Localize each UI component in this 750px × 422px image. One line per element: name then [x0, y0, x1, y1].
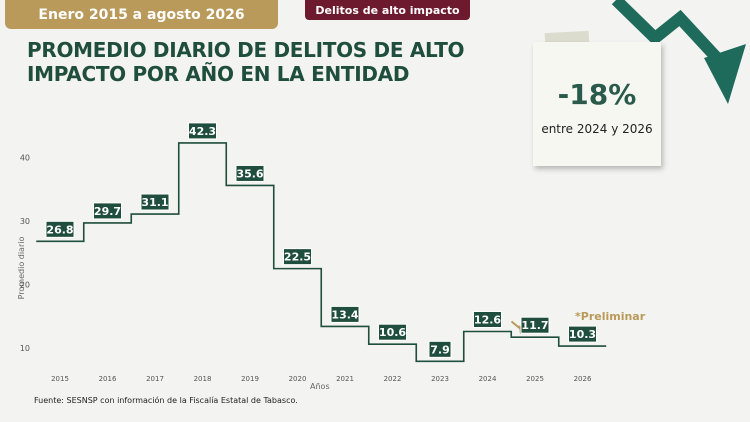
data-label-box — [330, 305, 360, 323]
preliminary-label: *Preliminar — [575, 310, 646, 323]
data-label-box — [45, 220, 75, 238]
data-label-box — [93, 202, 122, 220]
x-axis-title: Años — [310, 382, 330, 391]
data-label-box — [188, 122, 217, 140]
series-step-line — [36, 142, 607, 363]
data-label-box — [140, 193, 170, 211]
data-label: 12.6 — [474, 313, 501, 326]
x-tick-label: 2021 — [336, 375, 354, 383]
page-title: PROMEDIO DIARIO DE DELITOS DE ALTO IMPAC… — [27, 38, 465, 86]
data-label-box — [520, 316, 550, 334]
y-tick-label: 40 — [20, 154, 30, 163]
x-tick-label: 2023 — [431, 375, 449, 383]
data-label: 26.8 — [46, 223, 73, 236]
data-label-box — [473, 310, 502, 328]
x-tick-label: 2016 — [99, 375, 117, 383]
data-label: 35.6 — [236, 167, 263, 180]
x-tick-label: 2017 — [146, 375, 164, 383]
x-tick-label: 2015 — [51, 375, 69, 383]
data-label: 13.4 — [331, 308, 358, 321]
x-tick-label: 2024 — [479, 375, 497, 383]
down-trend-arrow-icon — [611, 0, 746, 104]
data-label: 10.3 — [569, 328, 596, 341]
data-label: 11.7 — [521, 319, 548, 332]
period-badge: Enero 2015 a agosto 2026 — [5, 0, 278, 29]
x-tick-label: 2025 — [526, 375, 544, 383]
x-tick-label: 2026 — [574, 375, 592, 383]
topic-badge: Delitos de alto impacto — [305, 0, 470, 20]
data-label-box — [283, 248, 312, 266]
data-label-box — [378, 323, 407, 341]
x-tick-label: 2018 — [194, 375, 212, 383]
data-label: 31.1 — [141, 196, 168, 209]
y-tick-label: 10 — [20, 344, 30, 353]
sticky-note: -18% entre 2024 y 2026 — [533, 42, 661, 166]
x-tick-label: 2019 — [241, 375, 259, 383]
data-label: 22.5 — [284, 251, 311, 264]
x-tick-label: 2022 — [384, 375, 402, 383]
change-caption: entre 2024 y 2026 — [541, 122, 653, 136]
x-tick-label: 2020 — [289, 375, 307, 383]
y-tick-label: 20 — [20, 281, 30, 290]
y-tick-label: 30 — [20, 217, 30, 226]
data-label: 7.9 — [430, 343, 450, 356]
data-label: 42.3 — [189, 125, 216, 138]
source-note: Fuente: SESNSP con información de la Fis… — [34, 396, 298, 405]
data-label-box — [428, 340, 452, 358]
change-percent: -18% — [557, 78, 637, 111]
data-label: 10.6 — [379, 326, 406, 339]
data-label-box — [568, 325, 597, 343]
data-label-box — [235, 164, 265, 182]
data-label: 29.7 — [94, 205, 121, 218]
